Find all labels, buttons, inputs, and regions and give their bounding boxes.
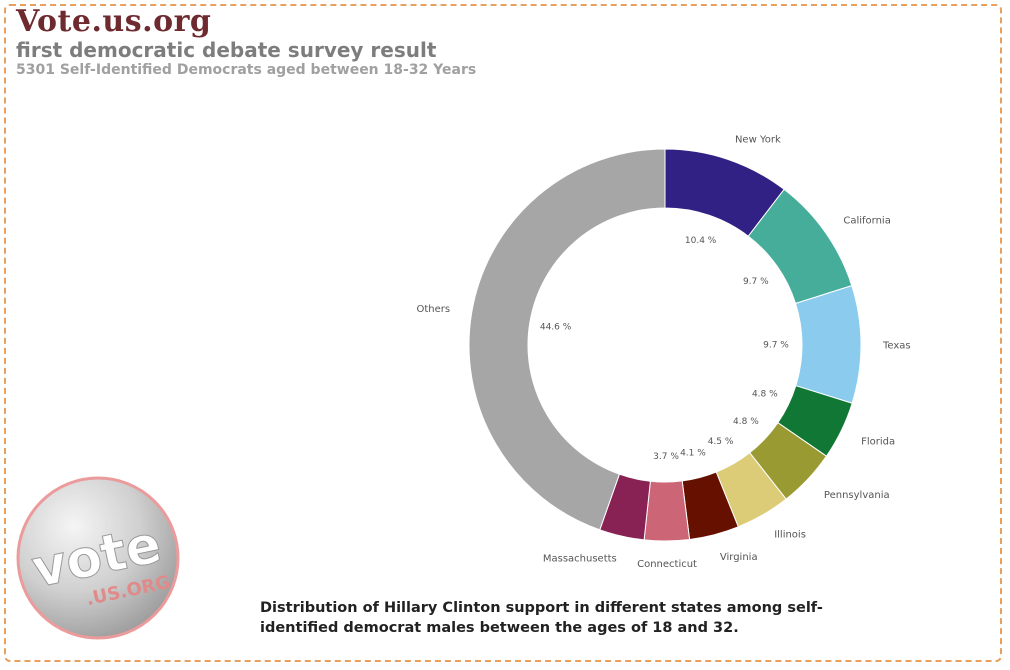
value-others: 44.6 % [540, 322, 572, 332]
label-new-york: New York [735, 135, 781, 146]
value-new-york: 10.4 % [685, 236, 717, 246]
survey-description: 5301 Self-Identified Democrats aged betw… [16, 62, 477, 78]
value-connecticut: 3.7 % [653, 452, 679, 462]
logo-circle [16, 476, 180, 640]
label-massachusetts: Massachusetts [543, 554, 617, 565]
chart-caption: Distribution of Hillary Clinton support … [260, 600, 823, 636]
survey-title: first democratic debate survey result [16, 38, 437, 62]
label-virginia: Virginia [720, 552, 758, 563]
label-california: California [843, 216, 891, 227]
slice-texas [794, 284, 862, 404]
value-virginia: 4.1 % [680, 448, 706, 458]
site-title: Vote.us.org [16, 4, 212, 39]
slice-connecticut [643, 480, 691, 542]
value-texas: 9.7 % [763, 341, 789, 351]
page-frame [4, 4, 1002, 662]
label-connecticut: Connecticut [637, 559, 697, 570]
label-pennsylvania: Pennsylvania [824, 490, 890, 501]
label-illinois: Illinois [774, 530, 806, 541]
slice-others [468, 148, 666, 531]
header: Vote.us.org first democratic debate surv… [16, 4, 476, 79]
value-florida: 4.8 % [752, 390, 778, 400]
label-florida: Florida [861, 436, 895, 447]
value-illinois: 4.5 % [708, 437, 734, 447]
vote-logo: vote .US.ORG [16, 476, 180, 640]
value-california: 9.7 % [743, 277, 769, 287]
label-texas: Texas [882, 340, 911, 351]
value-pennsylvania: 4.8 % [733, 417, 759, 427]
label-others: Others [417, 304, 451, 315]
